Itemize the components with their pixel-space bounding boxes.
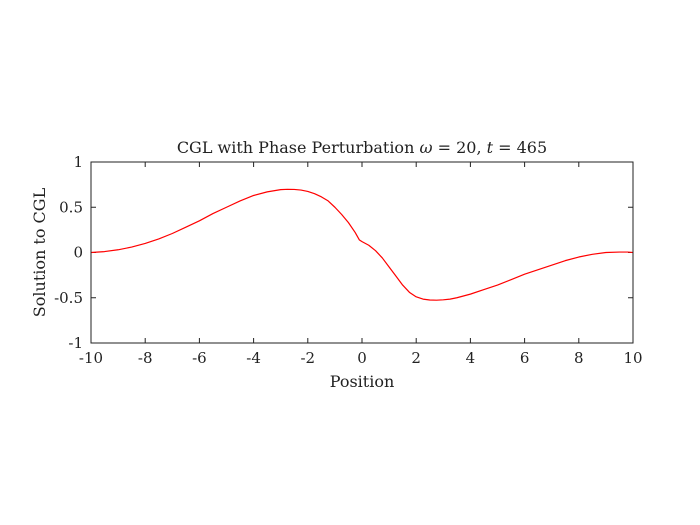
title-t-value: = 465 <box>493 138 547 157</box>
series-line <box>90 188 634 301</box>
x-tick-label: -6 <box>192 349 207 367</box>
chart-title: CGL with Phase Perturbation ω = 20, t = … <box>177 138 547 157</box>
title-omega-value: = 20, <box>433 138 487 157</box>
x-tick-label: -8 <box>138 349 153 367</box>
series-layer <box>90 188 634 301</box>
title-omega-symbol: ω <box>419 138 432 157</box>
y-tick-label: 0 <box>73 244 83 262</box>
y-tick-label: -1 <box>68 334 83 352</box>
x-axis-label: Position <box>330 372 395 391</box>
y-tick-label: 1 <box>73 153 83 171</box>
ticks-layer: -10 -8 -6 -4 -2 0 2 4 6 8 10 -1 -0.5 0 0.5 1 <box>54 153 642 367</box>
x-tick-label: 6 <box>520 349 530 367</box>
plot-frame <box>90 161 634 344</box>
title-prefix: CGL with Phase Perturbation <box>177 138 420 157</box>
x-tick-label: 4 <box>466 349 476 367</box>
y-tick-label: 0.5 <box>59 198 83 216</box>
title-t-symbol: t <box>487 138 494 157</box>
x-tick-label: 10 <box>623 349 642 367</box>
y-tick-label: -0.5 <box>54 289 83 307</box>
x-tick-label: -10 <box>79 349 103 367</box>
x-tick-label: 0 <box>357 349 367 367</box>
x-tick-label: -2 <box>300 349 315 367</box>
y-axis-label: Solution to CGL <box>30 187 49 317</box>
x-tick-label: -4 <box>246 349 261 367</box>
x-tick-label: 8 <box>574 349 584 367</box>
x-tick-label: 2 <box>411 349 421 367</box>
